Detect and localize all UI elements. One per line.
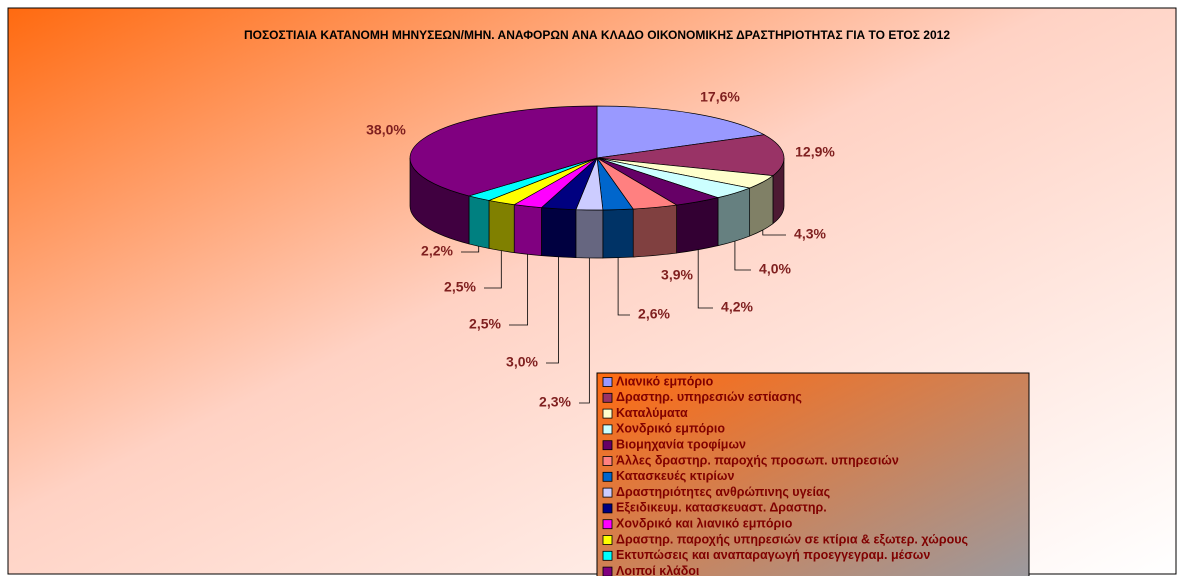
data-label: 38,0%: [366, 122, 406, 138]
slice-side: [513, 204, 542, 257]
legend-label: Χονδρικό και λιανικό εμπόριο: [616, 516, 793, 530]
slice-side: [676, 197, 719, 254]
legend-swatch: [602, 392, 613, 403]
legend-label: Άλλες δραστηρ. παροχής προσωπ. υπηρεσιών: [616, 453, 899, 467]
leader-line: [697, 249, 713, 309]
data-label: 12,9%: [795, 144, 835, 160]
slice-side: [575, 209, 604, 259]
legend-swatch: [602, 440, 613, 451]
slice-side: [602, 208, 634, 259]
slice-side: [632, 204, 677, 258]
legend-swatch: [602, 377, 613, 387]
data-label: 3,9%: [661, 267, 693, 283]
legend-swatch: [602, 566, 613, 576]
leader-line: [546, 256, 559, 364]
leader-line: [461, 246, 480, 253]
data-label: 3,0%: [506, 354, 538, 370]
legend-swatch: [602, 519, 613, 530]
legend-swatch: [602, 503, 613, 514]
slice: [596, 105, 766, 159]
legend-label: Καταλύματα: [616, 406, 688, 420]
legend-label: Λοιποί κλάδοι: [616, 564, 700, 576]
leader-line: [734, 241, 751, 271]
data-label: 2,2%: [421, 243, 453, 259]
legend-label: Κατασκευές κτιρίων: [616, 469, 734, 483]
legend-label: Βιομηχανία τροφίμων: [616, 437, 746, 451]
legend-swatch: [602, 487, 613, 498]
leader-line: [762, 230, 786, 236]
slice: [409, 105, 598, 197]
slice-side: [468, 195, 490, 249]
legend-label: Λιανικό εμπόριο: [616, 374, 714, 388]
leader-line: [484, 250, 502, 289]
legend-swatch: [602, 550, 613, 561]
leader-line: [579, 257, 590, 404]
legend-label: Δραστηρ. παροχής υπηρεσιών σε κτίρια & ε…: [616, 532, 968, 546]
data-label: 4,3%: [794, 226, 826, 242]
data-label: 2,3%: [539, 394, 571, 410]
data-label: 2,6%: [638, 306, 670, 322]
slice: [596, 134, 785, 176]
chart-title: ΠΟΣΟΣΤΙΑΙΑ ΚΑΤΑΝΟΜΗ ΜΗΝΥΣΕΩΝ/ΜΗΝ. ΑΝΑΦΟΡ…: [244, 28, 950, 42]
leader-line: [509, 254, 529, 326]
legend-swatch: [602, 456, 613, 466]
legend-label: Δραστηριότητες ανθρώπινης υγείας: [616, 485, 830, 499]
data-label: 4,0%: [759, 261, 791, 277]
data-label: 17,6%: [700, 89, 740, 105]
legend-label: Εκτυπώσεις και αναπαραγωγή προεγγεγραμ. …: [616, 548, 930, 562]
data-label: 4,2%: [721, 299, 753, 315]
legend-swatch: [602, 408, 613, 419]
legend-label: Χονδρικό εμπόριο: [616, 422, 725, 436]
legend-label: Δραστηρ. υπηρεσιών εστίασης: [616, 390, 802, 404]
legend-label: Εξειδικευμ. κατασκευαστ. Δραστηρ.: [616, 501, 827, 515]
leader-line: [617, 257, 630, 316]
legend-swatch: [602, 535, 613, 545]
legend-swatch: [602, 424, 613, 435]
legend-swatch: [602, 471, 613, 482]
legend-box: [596, 372, 1030, 576]
data-label: 2,5%: [444, 279, 476, 295]
slice-side: [541, 207, 577, 259]
slice-side: [488, 200, 515, 254]
data-label: 2,5%: [469, 316, 501, 332]
